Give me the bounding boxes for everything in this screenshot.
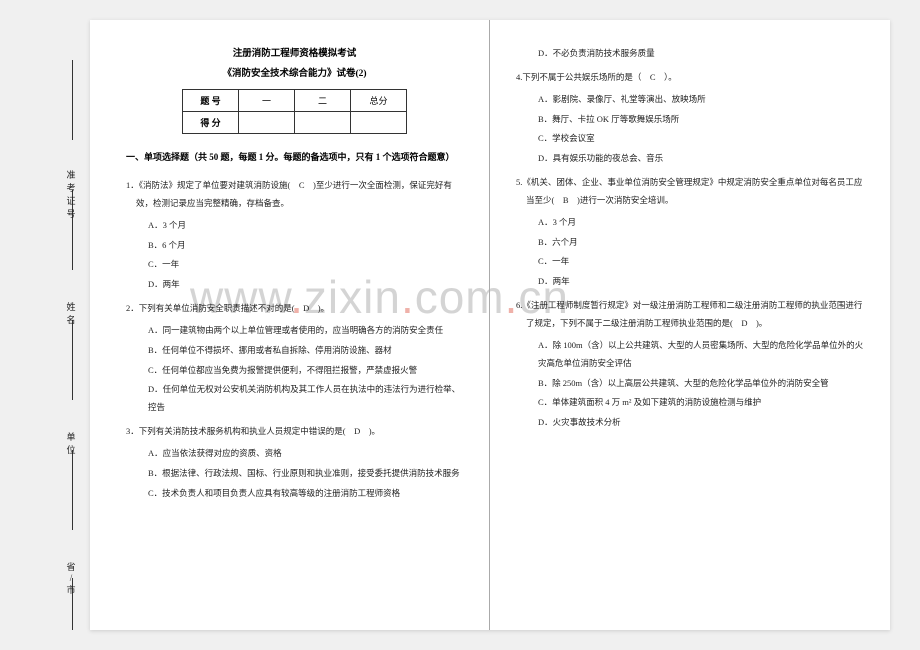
option: A．除 100m（含）以上公共建筑、大型的人员密集场所、大型的危险化学品单位外的… <box>516 337 868 373</box>
binding-label: 准考证号 <box>60 168 82 220</box>
question: 3．下列有关消防技术服务机构和执业人员规定中错误的是( D )。 A．应当依法获得… <box>126 423 463 502</box>
section-heading: 一、单项选择题（共 50 题，每题 1 分。每题的备选项中，只有 1 个选项符合… <box>126 150 463 163</box>
option: B．六个月 <box>516 234 868 252</box>
option: D．不必负责消防技术服务质量 <box>516 45 868 63</box>
option: D．具有娱乐功能的夜总会、音乐 <box>516 150 868 168</box>
option: C．单体建筑面积 4 万 m² 及如下建筑的消防设施检测与维护 <box>516 394 868 412</box>
question: 6.《注册工程师制度暂行规定》对一级注册消防工程师和二级注册消防工程师的执业范围… <box>516 297 868 432</box>
exam-title-1: 注册消防工程师资格模拟考试 <box>126 45 463 59</box>
option: D．两年 <box>516 273 868 291</box>
option: C．一年 <box>126 256 463 274</box>
question-stem: 1．《消防法》规定了单位要对建筑消防设施( C )至少进行一次全面检测，保证完好… <box>126 177 463 213</box>
option: C．任何单位都应当免费为报警提供便利，不得阻拦报警，严禁虚报火警 <box>126 362 463 380</box>
option: B．舞厅、卡拉 OK 厅等歌舞娱乐场所 <box>516 111 868 129</box>
binding-label: 单位 <box>60 430 82 456</box>
score-table: 题 号 一 二 总分 得 分 <box>182 89 407 134</box>
option: B．任何单位不得损坏、挪用或者私自拆除、停用消防设施、器材 <box>126 342 463 360</box>
option: B．除 250m（含）以上高层公共建筑、大型的危险化学品单位外的消防安全管 <box>516 375 868 393</box>
option: B．根据法律、行政法规、国标、行业原则和执业准则，接受委托提供消防技术服务 <box>126 465 463 483</box>
option: D．火灾事故技术分析 <box>516 414 868 432</box>
option: C．一年 <box>516 253 868 271</box>
question-stem: 2．下列有关单位消防安全职责描述不对的是( D )。 <box>126 300 463 318</box>
question-stem: 4.下列不属于公共娱乐场所的是（ C ）。 <box>516 69 868 87</box>
option: D．两年 <box>126 276 463 294</box>
option: A．影剧院、录像厅、礼堂等演出、放映场所 <box>516 91 868 109</box>
question: 5.《机关、团体、企业、事业单位消防安全管理规定》中规定消防安全重点单位对每名员… <box>516 174 868 291</box>
option: A．3 个月 <box>516 214 868 232</box>
option: B．6 个月 <box>126 237 463 255</box>
question: 4.下列不属于公共娱乐场所的是（ C ）。 A．影剧院、录像厅、礼堂等演出、放映场… <box>516 69 868 168</box>
question: 1．《消防法》规定了单位要对建筑消防设施( C )至少进行一次全面检测，保证完好… <box>126 177 463 294</box>
question: D．不必负责消防技术服务质量 <box>516 45 868 63</box>
exam-title-2: 《消防安全技术综合能力》试卷(2) <box>126 65 463 79</box>
question: 2．下列有关单位消防安全职责描述不对的是( D )。 A．同一建筑物由两个以上单位… <box>126 300 463 417</box>
option: A．应当依法获得对应的资质、资格 <box>126 445 463 463</box>
binding-label: 姓名 <box>60 300 82 326</box>
option: A．同一建筑物由两个以上单位管理或者使用的，应当明确各方的消防安全责任 <box>126 322 463 340</box>
option: C．技术负责人和项目负责人应具有较高等级的注册消防工程师资格 <box>126 485 463 503</box>
question-stem: 6.《注册工程师制度暂行规定》对一级注册消防工程师和二级注册消防工程师的执业范围… <box>516 297 868 333</box>
option: C．学校会议室 <box>516 130 868 148</box>
question-stem: 3．下列有关消防技术服务机构和执业人员规定中错误的是( D )。 <box>126 423 463 441</box>
binding-label: 省/市 <box>60 560 82 596</box>
option: D．任何单位无权对公安机关消防机构及其工作人员在执法中的违法行为进行检举、控告 <box>126 381 463 417</box>
option: A．3 个月 <box>126 217 463 235</box>
question-stem: 5.《机关、团体、企业、事业单位消防安全管理规定》中规定消防安全重点单位对每名员… <box>516 174 868 210</box>
